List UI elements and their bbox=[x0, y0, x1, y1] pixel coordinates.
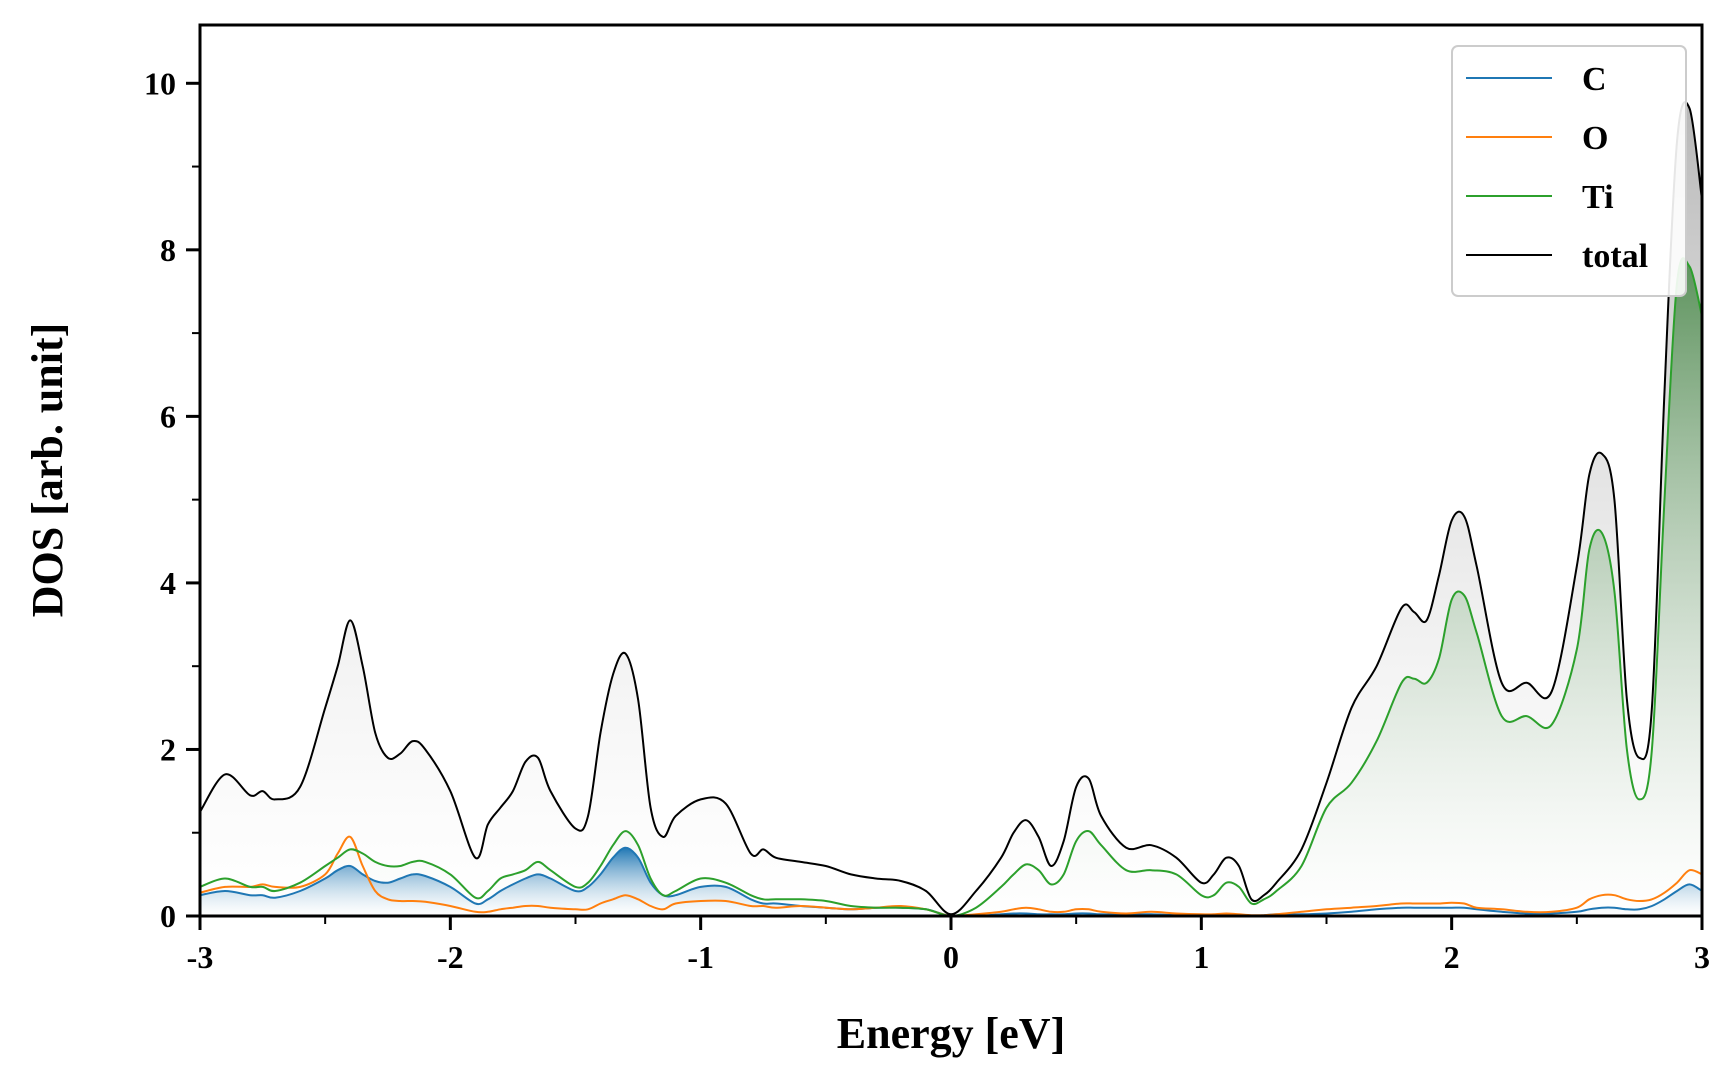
x-axis: -3 -2 -1 0 1 2 3 bbox=[187, 916, 1710, 975]
x-tick-label: -1 bbox=[687, 939, 714, 975]
legend-label-total: total bbox=[1582, 238, 1648, 275]
y-axis: 0 2 4 6 8 10 bbox=[144, 65, 200, 934]
legend-label-o: O bbox=[1582, 120, 1608, 157]
legend-label-c: C bbox=[1582, 61, 1607, 98]
y-axis-title: DOS [arb. unit] bbox=[23, 323, 72, 618]
area-fill-c bbox=[200, 847, 1702, 916]
y-tick-label: 0 bbox=[160, 898, 176, 934]
legend: CO Ti total bbox=[1451, 45, 1687, 297]
x-axis-title: Energy [eV] bbox=[837, 1009, 1066, 1058]
y-tick-label: 2 bbox=[160, 731, 176, 767]
series-line-o bbox=[200, 835, 1702, 916]
x-tick-label: -3 bbox=[187, 939, 214, 975]
y-tick-label: 4 bbox=[160, 565, 176, 601]
series-line-ti bbox=[200, 257, 1702, 916]
x-tick-label: 2 bbox=[1444, 939, 1460, 975]
series-line-total bbox=[200, 101, 1702, 916]
series-lines bbox=[200, 101, 1702, 916]
legend-box bbox=[1451, 45, 1687, 297]
series-line-c bbox=[200, 846, 1702, 916]
x-tick-label: -2 bbox=[437, 939, 464, 975]
x-tick-label: 0 bbox=[943, 939, 959, 975]
x-tick-label: 3 bbox=[1694, 939, 1710, 975]
legend-label-ti: Ti bbox=[1582, 179, 1614, 216]
y-tick-label: 8 bbox=[160, 232, 176, 268]
y-tick-label: 6 bbox=[160, 398, 176, 434]
x-tick-label: 1 bbox=[1193, 939, 1209, 975]
y-tick-label: 10 bbox=[144, 65, 176, 101]
